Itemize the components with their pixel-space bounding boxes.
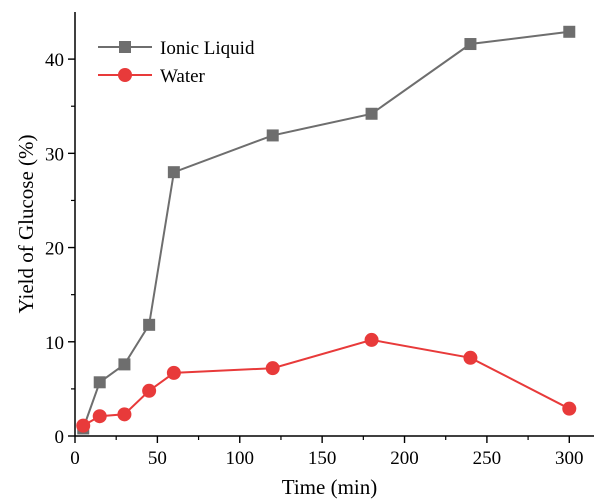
series-water <box>76 332 577 433</box>
legend: Ionic Liquid Water <box>98 38 255 87</box>
x-tick-label: 200 <box>390 448 419 469</box>
data-point-circle <box>265 361 280 376</box>
x-tick-label: 50 <box>148 448 167 469</box>
data-point-square <box>118 358 131 371</box>
series-line <box>82 338 570 427</box>
data-point-circle <box>364 332 379 347</box>
legend-label: Water <box>160 66 206 87</box>
x-tick-label: 0 <box>70 448 80 469</box>
data-point-circle <box>76 418 91 433</box>
data-point-square <box>93 376 106 389</box>
data-point-circle <box>166 365 181 380</box>
x-axis-ticks: 0 50 100 150 200 250 300 <box>70 436 584 469</box>
y-axis-ticks: 0 10 20 30 40 <box>45 50 75 448</box>
y-tick-label: 20 <box>45 239 64 260</box>
data-point-circle <box>142 383 157 398</box>
data-point-square <box>167 166 180 179</box>
data-point-circle <box>562 401 577 416</box>
x-tick-label: 150 <box>308 448 337 469</box>
y-axis-title: Yield of Glucose (%) <box>14 134 38 313</box>
x-axis-title: Time (min) <box>282 475 377 499</box>
y-tick-label: 30 <box>45 144 64 165</box>
legend-marker-circle <box>118 68 132 82</box>
data-point-square <box>563 25 576 38</box>
y-tick-label: 0 <box>55 427 65 448</box>
data-point-square <box>266 129 279 142</box>
y-tick-label: 40 <box>45 50 64 71</box>
legend-label: Ionic Liquid <box>160 38 255 59</box>
series-layer <box>76 25 577 435</box>
legend-item: Water <box>98 66 206 87</box>
x-tick-label: 300 <box>555 448 584 469</box>
data-point-circle <box>92 409 107 424</box>
x-tick-label: 100 <box>226 448 255 469</box>
data-point-square <box>464 38 477 51</box>
data-point-circle <box>117 407 132 422</box>
data-point-circle <box>463 350 478 365</box>
series-line <box>82 30 570 429</box>
legend-item: Ionic Liquid <box>98 38 255 59</box>
x-tick-label: 250 <box>473 448 502 469</box>
data-point-square <box>143 318 156 331</box>
legend-marker-square <box>119 41 131 53</box>
axes <box>74 12 594 437</box>
data-point-square <box>365 107 378 120</box>
y-tick-label: 10 <box>45 333 64 354</box>
